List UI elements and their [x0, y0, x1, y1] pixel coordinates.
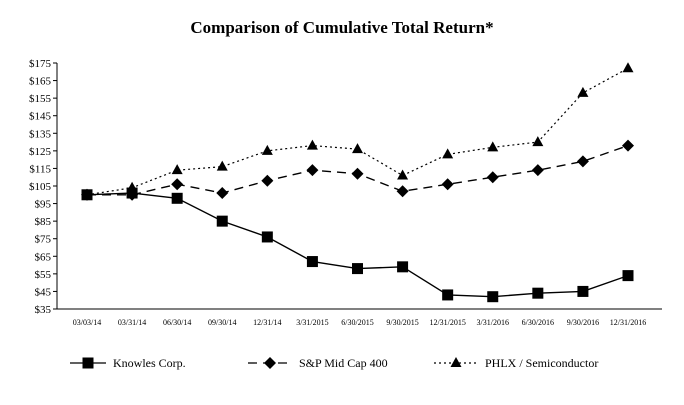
series-layer — [81, 62, 634, 303]
y-tick-label: $45 — [35, 286, 52, 298]
data-point — [216, 215, 228, 227]
data-point — [352, 263, 363, 275]
y-tick-label: $135 — [29, 128, 52, 140]
legend-marker — [264, 357, 276, 369]
data-point — [81, 189, 93, 201]
x-tick-label: 03/31/14 — [118, 318, 146, 327]
data-point — [216, 160, 228, 171]
y-tick-label: $85 — [35, 216, 52, 228]
data-point — [306, 164, 319, 177]
data-point — [352, 143, 363, 154]
y-tick-label: $175 — [29, 58, 52, 70]
data-point — [487, 141, 499, 152]
x-tick-label: 9/30/2016 — [567, 318, 599, 327]
data-point — [622, 139, 634, 152]
x-tick-label: 12/31/2016 — [610, 318, 646, 327]
data-point — [441, 178, 454, 191]
y-tick-label: $125 — [29, 146, 52, 158]
data-point — [397, 169, 409, 180]
y-tick-label: $145 — [29, 111, 52, 123]
data-point — [532, 136, 544, 147]
y-tick-label: $155 — [29, 93, 52, 105]
data-point — [171, 192, 183, 204]
series-square — [81, 187, 634, 303]
data-point — [306, 256, 318, 268]
x-tick-label: 6/30/2016 — [522, 318, 554, 327]
x-tick-label: 12/31/2015 — [429, 318, 465, 327]
data-point — [351, 167, 364, 180]
x-tick-label: 03/03/14 — [73, 318, 101, 327]
data-point — [126, 187, 138, 199]
legend: Knowles Corp. S&P Mid Cap 400 PHLX / Semic… — [70, 356, 598, 370]
data-point — [396, 185, 409, 198]
y-tick-label: $115 — [29, 163, 51, 175]
data-point — [261, 144, 273, 155]
data-point — [577, 285, 589, 297]
data-point — [261, 174, 274, 187]
x-tick-label: 6/30/2015 — [341, 318, 373, 327]
data-point — [532, 287, 544, 299]
x-tick-label: 3/31/2016 — [477, 318, 509, 327]
y-tick-label: $165 — [29, 76, 52, 88]
data-point — [306, 139, 318, 150]
y-tick-label: $75 — [35, 234, 52, 246]
data-point — [216, 187, 229, 200]
data-point — [261, 231, 273, 243]
x-tick-label: 3/31/2015 — [296, 318, 328, 327]
data-point — [171, 178, 184, 191]
data-point — [171, 164, 183, 175]
x-tick-label: 06/30/14 — [163, 318, 191, 327]
y-tick-label: $55 — [35, 269, 52, 281]
data-point — [622, 270, 634, 282]
legend-label: S&P Mid Cap 400 — [299, 356, 388, 370]
legend-marker — [82, 357, 94, 369]
data-point — [442, 148, 454, 159]
legend-label: PHLX / Semiconductor — [485, 356, 598, 370]
series-line — [86, 192, 629, 298]
y-tick-label: $65 — [35, 251, 52, 263]
x-tick-label: 12/31/14 — [253, 318, 281, 327]
y-tick-label: $105 — [29, 181, 52, 193]
data-point — [442, 289, 454, 301]
legend-item: PHLX / Semiconductor — [434, 356, 598, 370]
x-tick-label: 9/30/2015 — [386, 318, 418, 327]
legend-item: S&P Mid Cap 400 — [248, 356, 388, 370]
data-point — [531, 164, 544, 177]
axes: $175 $165 $155 $145 $135 $125 $115 $105 $95 $85 $7… — [29, 58, 662, 327]
data-point — [397, 261, 409, 273]
data-point — [576, 155, 589, 168]
data-point — [487, 291, 499, 303]
legend-marker — [450, 357, 462, 367]
legend-label: Knowles Corp. — [113, 356, 186, 370]
x-tick-label: 09/30/14 — [208, 318, 236, 327]
y-tick-label: $95 — [35, 199, 52, 211]
legend-item: Knowles Corp. — [70, 356, 186, 370]
data-point — [486, 171, 499, 184]
y-tick-label: $35 — [35, 304, 52, 316]
data-point — [577, 86, 589, 97]
data-point — [622, 62, 634, 73]
chart-title: Comparison of Cumulative Total Return* — [190, 18, 493, 37]
